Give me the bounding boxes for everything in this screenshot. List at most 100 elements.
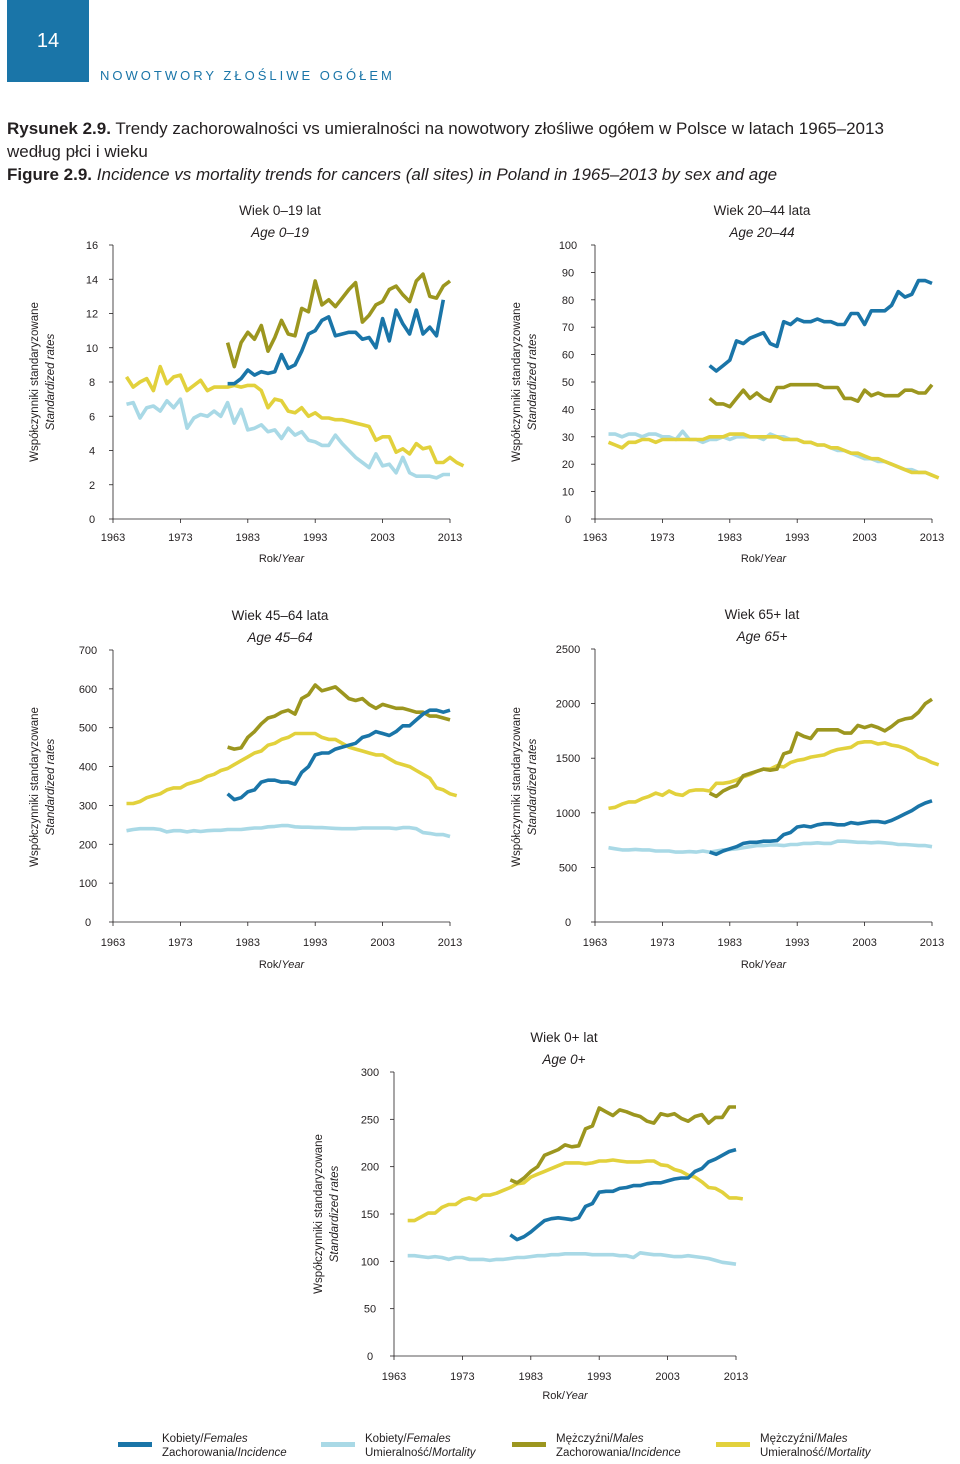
legend-text: Zachorowania/ bbox=[162, 1447, 238, 1459]
x-axis-label: Rok/Year bbox=[542, 1390, 589, 1402]
x-tick-label: 2013 bbox=[920, 532, 944, 544]
y-tick-label: 0 bbox=[565, 514, 571, 526]
y-tick-label: 100 bbox=[361, 1256, 379, 1268]
y-tick-label: 14 bbox=[86, 274, 98, 286]
y-tick-label: 2000 bbox=[556, 699, 580, 711]
y-axis-label-en: Standardized rates bbox=[45, 738, 57, 835]
legend-text: Zachorowania/ bbox=[556, 1447, 632, 1459]
y-tick-label: 10 bbox=[86, 343, 98, 355]
x-tick-label: 1983 bbox=[519, 1371, 543, 1383]
x-tick-label: 1973 bbox=[650, 532, 674, 544]
y-tick-label: 100 bbox=[559, 240, 577, 252]
legend-item-male-mortality: Mężczyźni/Males Umieralność/Mortality bbox=[716, 1432, 871, 1460]
x-axis-label-en: Year bbox=[763, 959, 787, 971]
series-line-female-mortality bbox=[407, 1251, 737, 1266]
x-tick-label: 1973 bbox=[168, 532, 192, 544]
legend-swatch-female-incidence bbox=[118, 1442, 152, 1447]
x-tick-label: 2013 bbox=[724, 1371, 748, 1383]
y-tick-label: 12 bbox=[86, 309, 98, 321]
y-tick-label: 2 bbox=[89, 480, 95, 492]
x-axis-label-pl: Rok/ bbox=[259, 553, 283, 565]
y-tick-label: 500 bbox=[559, 862, 577, 874]
y-tick-label: 90 bbox=[562, 267, 574, 279]
x-tick-label: 2003 bbox=[655, 1371, 679, 1383]
y-tick-label: 600 bbox=[79, 684, 97, 696]
x-tick-label: 1963 bbox=[583, 532, 607, 544]
y-tick-label: 150 bbox=[361, 1209, 379, 1221]
y-tick-label: 50 bbox=[364, 1304, 376, 1316]
y-axis-label: Współczynniki standaryzowane bbox=[29, 302, 41, 462]
series-line-male-mortality bbox=[607, 432, 940, 480]
legend-text-en: Mortality bbox=[827, 1447, 871, 1459]
page-number: 14 bbox=[36, 29, 60, 52]
y-tick-label: 4 bbox=[89, 446, 95, 458]
page-number-badge: 14 bbox=[7, 0, 89, 82]
legend-text: Umieralność/ bbox=[365, 1447, 433, 1459]
y-tick-label: 70 bbox=[562, 322, 574, 334]
y-tick-label: 6 bbox=[89, 411, 95, 423]
y-tick-label: 16 bbox=[86, 240, 98, 252]
chart-5: 0 50 100 150 200 250 300 1963 1973 1983 1993 2003 20… bbox=[313, 1030, 748, 1402]
series-line-female-incidence bbox=[226, 708, 451, 802]
x-tick-label: 1973 bbox=[650, 937, 674, 949]
y-tick-label: 200 bbox=[361, 1162, 379, 1174]
series-line-female-mortality bbox=[126, 823, 451, 839]
y-tick-label: 0 bbox=[367, 1351, 373, 1363]
x-tick-label: 1993 bbox=[587, 1371, 611, 1383]
chapter-title: NOWOTWORY ZŁOŚLIWE OGÓŁEM bbox=[100, 68, 395, 83]
legend-text-en: Males bbox=[816, 1433, 848, 1445]
legend-swatch-male-incidence bbox=[512, 1442, 546, 1447]
legend-text-en: Mortality bbox=[432, 1447, 476, 1459]
chart-subtitle: Age 45–64 bbox=[246, 630, 312, 645]
legend-item-female-incidence: Kobiety/Females Zachorowania/Incidence bbox=[118, 1432, 287, 1460]
x-axis-label-en: Year bbox=[565, 1390, 589, 1402]
chart-subtitle: Age 20–44 bbox=[728, 225, 794, 240]
x-tick-label: 1983 bbox=[718, 937, 742, 949]
x-axis-label-pl: Rok/ bbox=[259, 959, 283, 971]
series-line-male-incidence bbox=[708, 697, 933, 799]
x-axis-label: Rok/Year bbox=[259, 959, 306, 971]
x-tick-label: 1973 bbox=[450, 1371, 474, 1383]
chart-subtitle: Age 0+ bbox=[541, 1052, 585, 1067]
x-axis-label: Rok/Year bbox=[741, 553, 788, 565]
legend-text: Kobiety/ bbox=[162, 1433, 204, 1445]
chart-subtitle: Age 65+ bbox=[736, 629, 788, 644]
y-tick-label: 0 bbox=[85, 917, 91, 929]
x-axis-label-en: Year bbox=[281, 553, 305, 565]
y-tick-label: 1500 bbox=[556, 753, 580, 765]
series-line-male-mortality bbox=[124, 364, 465, 468]
y-tick-label: 8 bbox=[89, 377, 95, 389]
legend-item-male-incidence: Mężczyźni/Males Zachorowania/Incidence bbox=[512, 1432, 681, 1460]
series-line-female-incidence bbox=[509, 1147, 737, 1242]
x-tick-label: 2013 bbox=[438, 937, 462, 949]
legend-item-female-mortality: Kobiety/Females Umieralność/Mortality bbox=[321, 1432, 476, 1460]
x-tick-label: 1963 bbox=[382, 1371, 406, 1383]
x-tick-label: 1983 bbox=[236, 532, 260, 544]
caption-en-text: Incidence vs mortality trends for cancer… bbox=[96, 165, 778, 184]
y-tick-label: 50 bbox=[562, 377, 574, 389]
y-tick-label: 300 bbox=[361, 1067, 379, 1079]
legend-text-en: Incidence bbox=[237, 1447, 287, 1459]
x-tick-label: 2003 bbox=[370, 937, 394, 949]
x-tick-label: 1993 bbox=[785, 532, 809, 544]
x-tick-label: 1993 bbox=[303, 532, 327, 544]
y-tick-label: 1000 bbox=[556, 808, 580, 820]
legend-text: Mężczyźni/ bbox=[760, 1433, 817, 1445]
y-tick-label: 0 bbox=[565, 917, 571, 929]
series-line-female-incidence bbox=[709, 799, 933, 857]
x-axis-label-en: Year bbox=[763, 553, 787, 565]
series-line-male-incidence bbox=[509, 1105, 736, 1185]
x-tick-label: 1963 bbox=[101, 937, 125, 949]
caption-pl-line2: według płci i wieku bbox=[7, 142, 148, 161]
chart-title: Wiek 65+ lat bbox=[725, 607, 800, 622]
y-tick-label: 500 bbox=[79, 723, 97, 735]
series-line-female-incidence bbox=[708, 278, 933, 373]
x-tick-label: 2003 bbox=[370, 532, 394, 544]
y-tick-label: 700 bbox=[79, 645, 97, 657]
series-line-male-mortality bbox=[608, 739, 940, 811]
x-tick-label: 1973 bbox=[168, 937, 192, 949]
legend-swatch-male-mortality bbox=[716, 1442, 750, 1447]
chart-4: 0 500 1000 1500 2000 2500 1963 1973 1983 1993 2003… bbox=[511, 607, 944, 971]
y-tick-label: 250 bbox=[361, 1114, 379, 1126]
caption-pl: Rysunek 2.9. Trendy zachorowalności vs u… bbox=[7, 118, 884, 140]
